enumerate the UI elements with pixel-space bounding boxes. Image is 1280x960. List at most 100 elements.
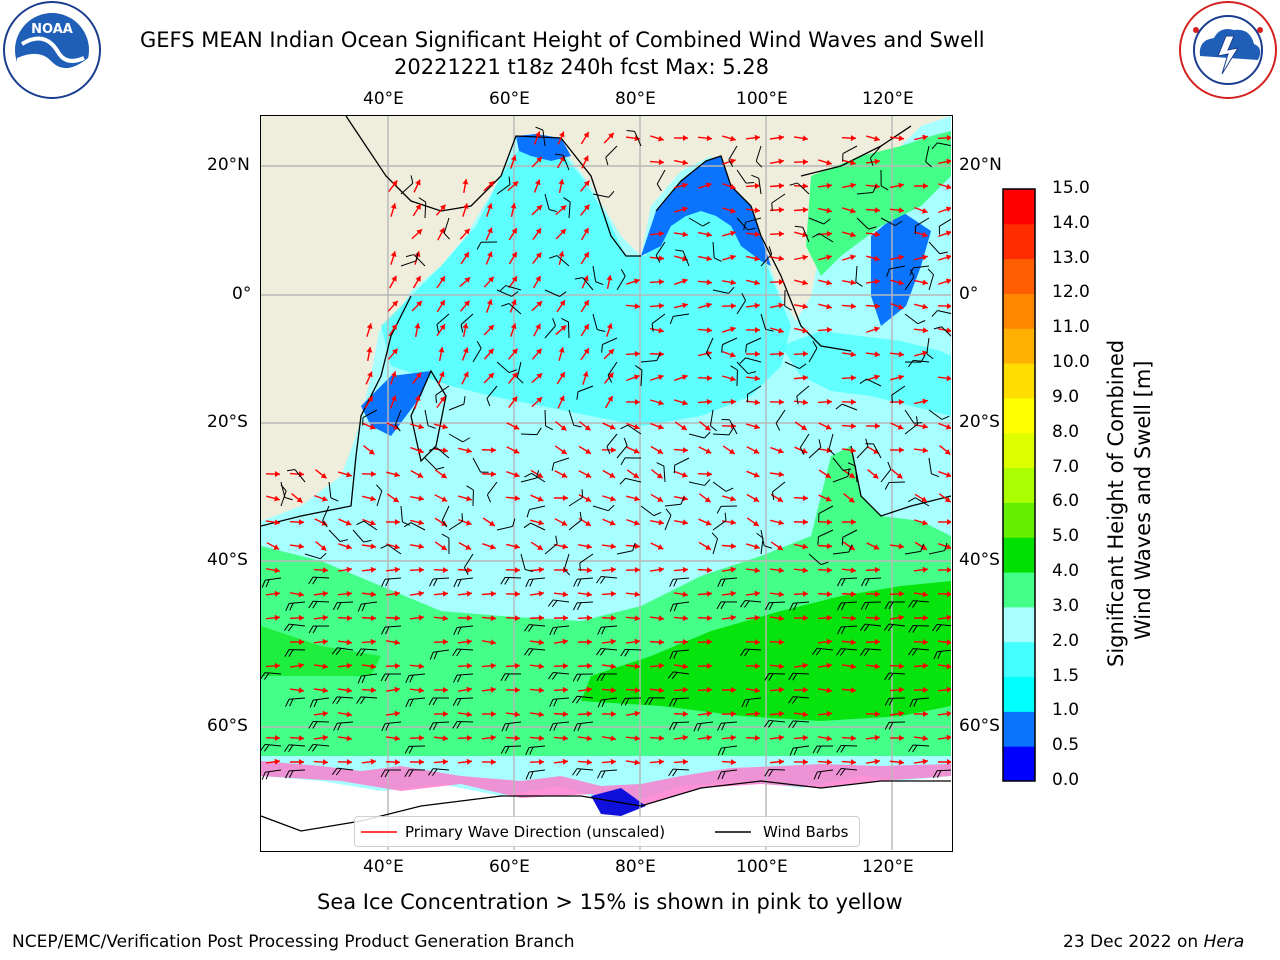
wave-arrow [601,590,617,597]
wave-arrow [337,590,353,597]
wave-arrow [437,227,445,241]
wave-arrow [842,159,856,166]
wave-arrow [697,615,713,622]
wave-arrow [697,471,713,478]
wind-barb [500,576,522,585]
wind-barb [452,697,474,706]
wind-barb [856,185,877,195]
wave-arrow [510,155,517,169]
wave-arrow [865,591,881,598]
wave-arrow [673,447,689,454]
wave-arrow [769,758,785,765]
wind-barb [561,317,570,339]
wave-arrow [698,541,712,551]
wave-arrow [937,759,952,766]
wind-barb [616,268,626,291]
wind-barb [860,577,882,587]
wave-arrow [867,468,879,480]
wave-arrow [481,662,497,669]
wave-arrow [673,663,689,670]
noaa-logo: NOAA [0,0,104,100]
wave-arrow [581,155,589,169]
wind-barb [656,462,666,483]
wind-barb [668,697,690,707]
wave-arrow [485,299,493,313]
wave-arrow [481,639,497,646]
wave-arrow [625,303,641,310]
wind-barb [884,601,905,610]
wind-barb [280,484,287,507]
wave-arrow [433,735,449,742]
wave-arrow [746,517,760,527]
wind-barb [655,241,666,263]
wave-arrow [818,422,832,430]
wave-arrow [769,710,785,717]
wave-arrow [486,203,493,217]
wave-arrow [625,638,641,645]
wind-barb [859,378,882,387]
wave-arrow [558,347,565,361]
wave-arrow [531,396,543,408]
wave-arrow [913,735,929,742]
wave-arrow [581,275,589,289]
colorbar-tick-label: 12.0 [1052,282,1090,303]
wind-barb [721,418,738,435]
wave-arrow [722,207,736,214]
wave-arrow [793,590,809,597]
wave-arrow [578,494,592,502]
wave-arrow [266,542,280,550]
wave-arrow [506,422,520,430]
colorbar-segment [1003,606,1035,643]
wind-barb [573,577,594,587]
wind-barb [771,193,786,212]
wind-barb [644,697,666,706]
wind-barb [322,505,330,528]
wave-arrow [313,590,329,597]
wave-arrow [409,543,425,550]
wave-arrow [555,204,567,216]
colorbar-tick-label: 1.5 [1052,665,1080,686]
wave-arrow [721,566,737,573]
wave-arrow [385,519,401,526]
wave-direction-arrows [265,131,952,766]
wave-arrow [770,302,784,309]
colorbar-segment [1003,641,1035,678]
wind-barb [357,673,378,684]
wave-arrow [625,759,641,766]
wave-arrow [673,135,689,142]
wave-arrow [746,279,760,286]
wave-arrow [601,566,617,573]
wave-arrow [650,399,664,406]
wind-barb [404,769,426,778]
wind-barb [789,745,810,756]
wind-barb [668,721,690,731]
wind-barb [818,505,834,522]
wind-barb [523,522,546,531]
wave-arrow [841,519,857,526]
wave-arrow [865,231,881,238]
wave-arrow [865,278,881,285]
wave-arrow [434,469,448,479]
wind-barb [381,721,402,732]
wind-barb [907,359,930,368]
wind-barb [405,673,426,684]
wave-arrow [505,495,521,502]
wave-arrow [722,495,736,502]
colorbar-tick-label: 0.0 [1052,770,1080,790]
wave-arrow [817,567,833,574]
wave-arrow [914,541,928,551]
wave-arrow [938,493,952,503]
wave-arrow [505,662,521,669]
wave-arrow [410,423,424,430]
wind-barb [261,743,282,752]
wave-arrow [602,469,616,479]
wind-barb [675,249,690,267]
wind-barb [443,217,450,240]
wave-arrow [817,638,833,645]
wind-barb [745,337,762,353]
wave-arrow [625,350,641,357]
wind-barb [855,265,863,287]
wave-arrow [601,447,617,454]
wave-arrow [649,687,665,694]
wind-barb [549,255,570,267]
